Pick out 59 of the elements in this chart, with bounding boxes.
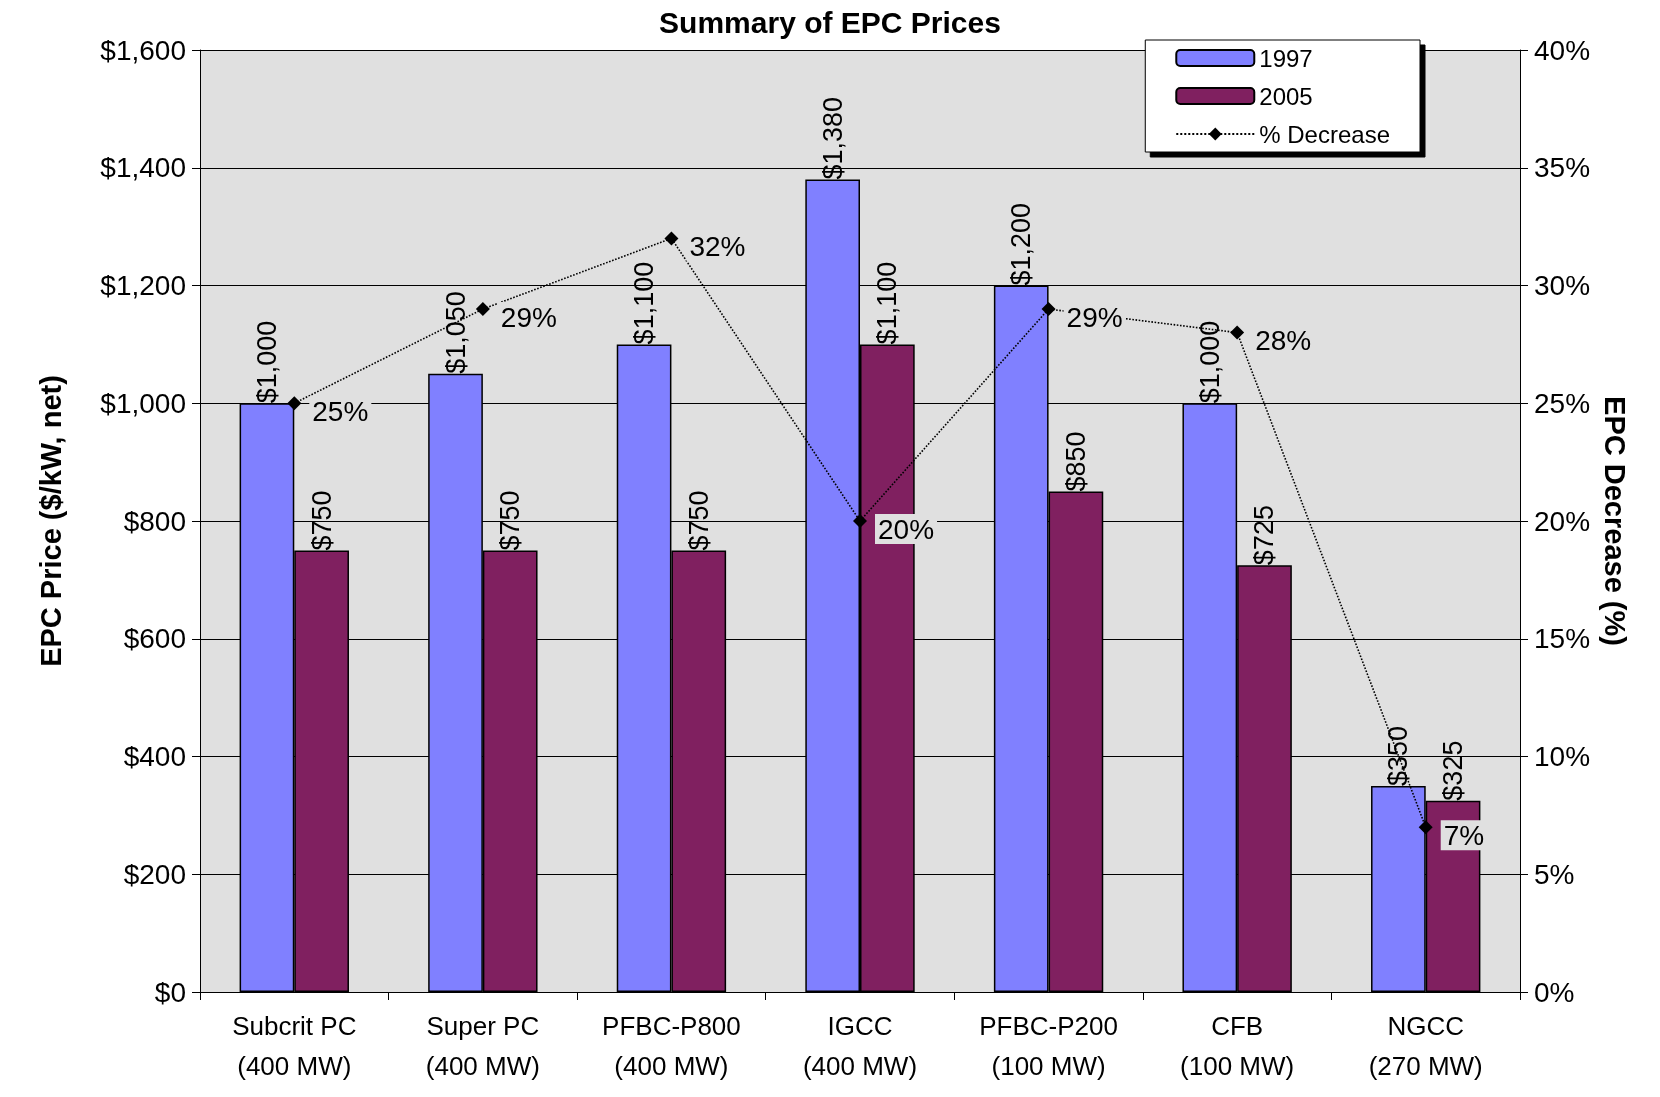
data-label: $1,000 — [1194, 320, 1225, 404]
y-tick-label: $1,200 — [100, 270, 186, 301]
y-axis-title: EPC Price ($/kW, net) — [34, 375, 67, 667]
y-tick-label: $800 — [123, 505, 186, 537]
y2-tick-label: 10% — [1534, 741, 1591, 772]
data-label: $750 — [683, 490, 714, 551]
point — [287, 396, 302, 411]
data-label: $750 — [306, 490, 337, 551]
data-label: $325 — [1438, 740, 1469, 801]
point — [1418, 820, 1433, 835]
point — [1041, 302, 1056, 317]
data-label: 29% — [500, 301, 557, 333]
y-tick-label: $1,000 — [100, 387, 186, 419]
data-label: $750 — [495, 490, 526, 551]
x-tick-label: PFBC-P200 (100 MW) — [979, 1011, 1118, 1081]
data-label: $1,200 — [1006, 202, 1037, 286]
y2-tick-label: 0% — [1534, 976, 1575, 1008]
y-tick-label: $600 — [123, 623, 186, 655]
y-tick-label: $1,600 — [100, 34, 186, 66]
data-label: 25% — [312, 395, 369, 427]
data-label: $1,100 — [872, 261, 903, 345]
point — [475, 302, 490, 317]
x-tick-label: IGCC (400 MW) — [802, 1011, 918, 1081]
data-label: $1,380 — [817, 96, 848, 180]
x-tick-label: CFB (100 MW) — [1180, 1011, 1295, 1081]
data-label: $725 — [1249, 505, 1280, 566]
data-label: $350 — [1383, 725, 1414, 786]
data-label: $850 — [1060, 431, 1091, 492]
x-tick-label: NGCC (270 MW) — [1368, 1011, 1483, 1081]
x-tick-label: PFBC-P800 (400 MW) — [602, 1011, 741, 1081]
data-label: $1,050 — [440, 291, 471, 374]
y2-tick-label: 5% — [1534, 858, 1575, 890]
x-tick-label: Subcrit PC (400 MW) — [232, 1011, 357, 1081]
y-tick-label: $0 — [154, 976, 186, 1008]
y-tick-label: $400 — [123, 741, 186, 772]
legend-label: 1997 — [1259, 44, 1313, 72]
point — [1230, 325, 1245, 340]
y-tick-label: $200 — [123, 858, 186, 890]
data-label: $1,100 — [629, 261, 660, 345]
legend-label: 2005 — [1259, 82, 1313, 110]
chart-title: Summary of EPC Prices — [659, 5, 1001, 39]
y2-axis-title: EPC Decrease (%) — [1599, 396, 1632, 646]
data-label: 29% — [1066, 301, 1123, 333]
y2-tick-label: 40% — [1534, 34, 1591, 66]
data-label: 32% — [689, 230, 746, 262]
y-tick-label: $1,400 — [100, 152, 186, 184]
data-label: $1,000 — [251, 320, 282, 404]
point — [664, 231, 679, 246]
y2-tick-label: 15% — [1534, 623, 1591, 655]
legend-label: % Decrease — [1259, 120, 1391, 148]
y2-tick-label: 25% — [1534, 387, 1591, 419]
data-label: 20% — [878, 513, 935, 545]
y2-tick-label: 30% — [1534, 270, 1591, 301]
x-tick-label: Super PC (400 MW) — [425, 1011, 540, 1081]
y2-tick-label: 20% — [1534, 505, 1591, 537]
y2-tick-label: 35% — [1534, 152, 1591, 184]
data-label: 28% — [1255, 325, 1312, 357]
data-label: 7% — [1443, 819, 1485, 851]
point — [853, 514, 867, 528]
